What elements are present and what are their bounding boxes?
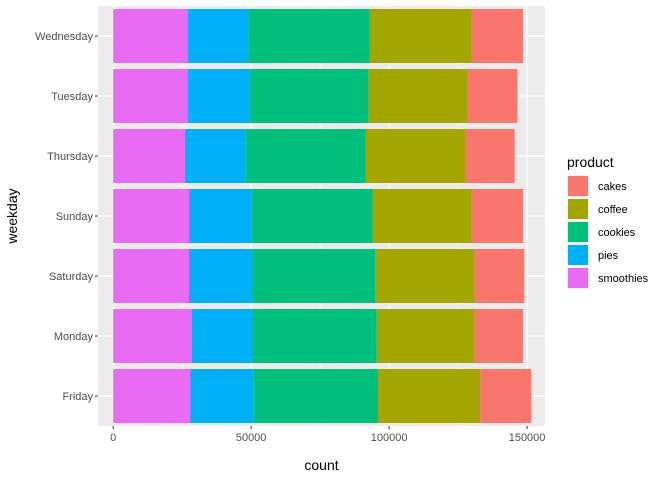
legend-swatch-cakes — [568, 176, 588, 196]
legend-swatch-cookies — [568, 222, 588, 242]
bar-segment-coffee-tuesday — [368, 69, 468, 123]
bar-segment-cakes-friday — [480, 369, 532, 423]
bar-segment-cookies-sunday — [251, 189, 373, 243]
bar-segment-pies-friday — [190, 369, 254, 423]
bar-segment-pies-wednesday — [187, 9, 249, 63]
bar-segment-cakes-saturday — [474, 249, 525, 303]
bar-segment-pies-thursday — [184, 129, 246, 183]
bar-segment-cookies-wednesday — [248, 9, 370, 63]
bar-segment-smoothies-sunday — [113, 189, 190, 243]
bar-segment-coffee-thursday — [365, 129, 465, 183]
bar-segment-cookies-thursday — [245, 129, 366, 183]
x-axis-title: count — [304, 457, 338, 473]
bar-segment-cakes-wednesday — [471, 9, 523, 63]
legend-label-pies: pies — [598, 250, 619, 262]
bar-segment-pies-monday — [191, 309, 253, 363]
bar-segment-smoothies-tuesday — [113, 69, 188, 123]
bar-segment-smoothies-wednesday — [113, 9, 188, 63]
legend-title: product — [567, 154, 614, 170]
bars — [113, 9, 532, 423]
y-tick-label: Saturday — [49, 271, 94, 283]
legend-items: cakes coffee cookies pies smoothies — [567, 175, 649, 289]
y-tick-label: Monday — [54, 331, 94, 343]
y-axis-ticks: Wednesday Tuesday Thursday Sunday Saturday Mo… — [35, 31, 98, 403]
bar-segment-cookies-monday — [252, 309, 377, 363]
bar-segment-cakes-thursday — [464, 129, 515, 183]
bar-segment-cakes-tuesday — [467, 69, 518, 123]
bar-segment-smoothies-friday — [113, 369, 191, 423]
legend-swatch-smoothies — [568, 268, 588, 288]
legend-label-cookies: cookies — [598, 227, 636, 239]
bar-segment-smoothies-thursday — [113, 129, 185, 183]
bar-segment-coffee-sunday — [372, 189, 472, 243]
x-axis-ticks: 0 50000 100000 150000 — [110, 426, 545, 444]
legend-swatch-pies — [568, 245, 588, 265]
legend: product cakes coffee cookies pies smoothies — [567, 154, 649, 289]
x-tick-label: 100000 — [371, 432, 408, 444]
legend-label-cakes: cakes — [598, 181, 627, 193]
bar-segment-smoothies-monday — [113, 309, 192, 363]
bar-segment-smoothies-saturday — [113, 249, 190, 303]
x-tick-label: 150000 — [509, 432, 546, 444]
x-tick-label: 50000 — [236, 432, 267, 444]
x-tick-label: 0 — [110, 432, 116, 444]
bar-segment-coffee-saturday — [375, 249, 475, 303]
bar-segment-cookies-friday — [253, 369, 379, 423]
y-tick-label: Wednesday — [35, 31, 93, 43]
bar-segment-coffee-friday — [378, 369, 481, 423]
bar-segment-cakes-sunday — [471, 189, 523, 243]
bar-segment-cookies-tuesday — [249, 69, 369, 123]
y-tick-label: Sunday — [56, 211, 94, 223]
y-tick-label: Thursday — [47, 151, 93, 163]
bar-segment-pies-tuesday — [187, 69, 250, 123]
bar-segment-pies-sunday — [189, 189, 252, 243]
y-axis-title: weekday — [4, 188, 20, 244]
bar-segment-coffee-monday — [376, 309, 475, 363]
bar-segment-coffee-wednesday — [369, 9, 472, 63]
legend-label-smoothies: smoothies — [598, 273, 649, 285]
y-tick-label: Friday — [62, 391, 93, 403]
bar-segment-cookies-saturday — [252, 249, 376, 303]
legend-label-coffee: coffee — [598, 204, 628, 216]
legend-swatch-coffee — [568, 199, 588, 219]
bar-segment-pies-saturday — [189, 249, 253, 303]
y-tick-label: Tuesday — [51, 91, 93, 103]
bar-segment-cakes-monday — [474, 309, 523, 363]
